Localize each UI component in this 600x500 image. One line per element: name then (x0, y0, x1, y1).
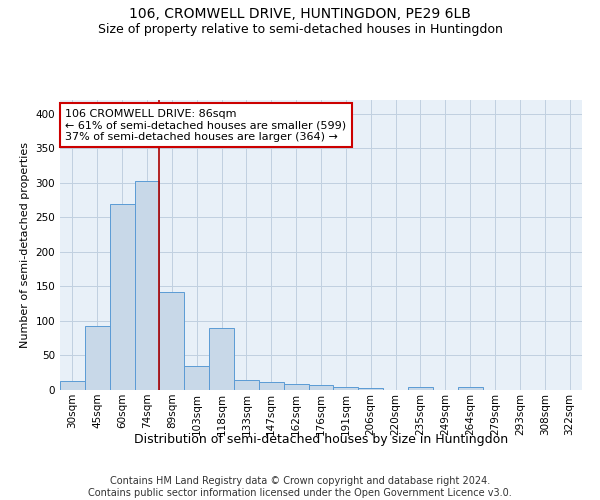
Text: Size of property relative to semi-detached houses in Huntingdon: Size of property relative to semi-detach… (98, 22, 502, 36)
Bar (85, 326, 110, 390)
Bar (259, 382, 284, 390)
Bar (458, 386, 482, 390)
Text: 106 CROMWELL DRIVE: 86sqm
← 61% of semi-detached houses are smaller (599)
37% of: 106 CROMWELL DRIVE: 86sqm ← 61% of semi-… (65, 108, 346, 142)
Bar (408, 387, 433, 390)
Text: 106, CROMWELL DRIVE, HUNTINGDON, PE29 6LB: 106, CROMWELL DRIVE, HUNTINGDON, PE29 6L… (129, 8, 471, 22)
Bar (284, 384, 308, 390)
Bar (160, 292, 184, 390)
Text: Contains HM Land Registry data © Crown copyright and database right 2024.
Contai: Contains HM Land Registry data © Crown c… (88, 476, 512, 498)
Bar (234, 380, 259, 390)
Bar (184, 366, 209, 390)
Y-axis label: Number of semi-detached properties: Number of semi-detached properties (20, 142, 30, 348)
Bar (134, 181, 160, 390)
Bar (334, 386, 358, 390)
Bar (60, 381, 85, 390)
Bar (358, 388, 383, 390)
Bar (308, 385, 334, 390)
Bar (110, 204, 134, 390)
Bar (209, 328, 234, 390)
Text: Distribution of semi-detached houses by size in Huntingdon: Distribution of semi-detached houses by … (134, 432, 508, 446)
